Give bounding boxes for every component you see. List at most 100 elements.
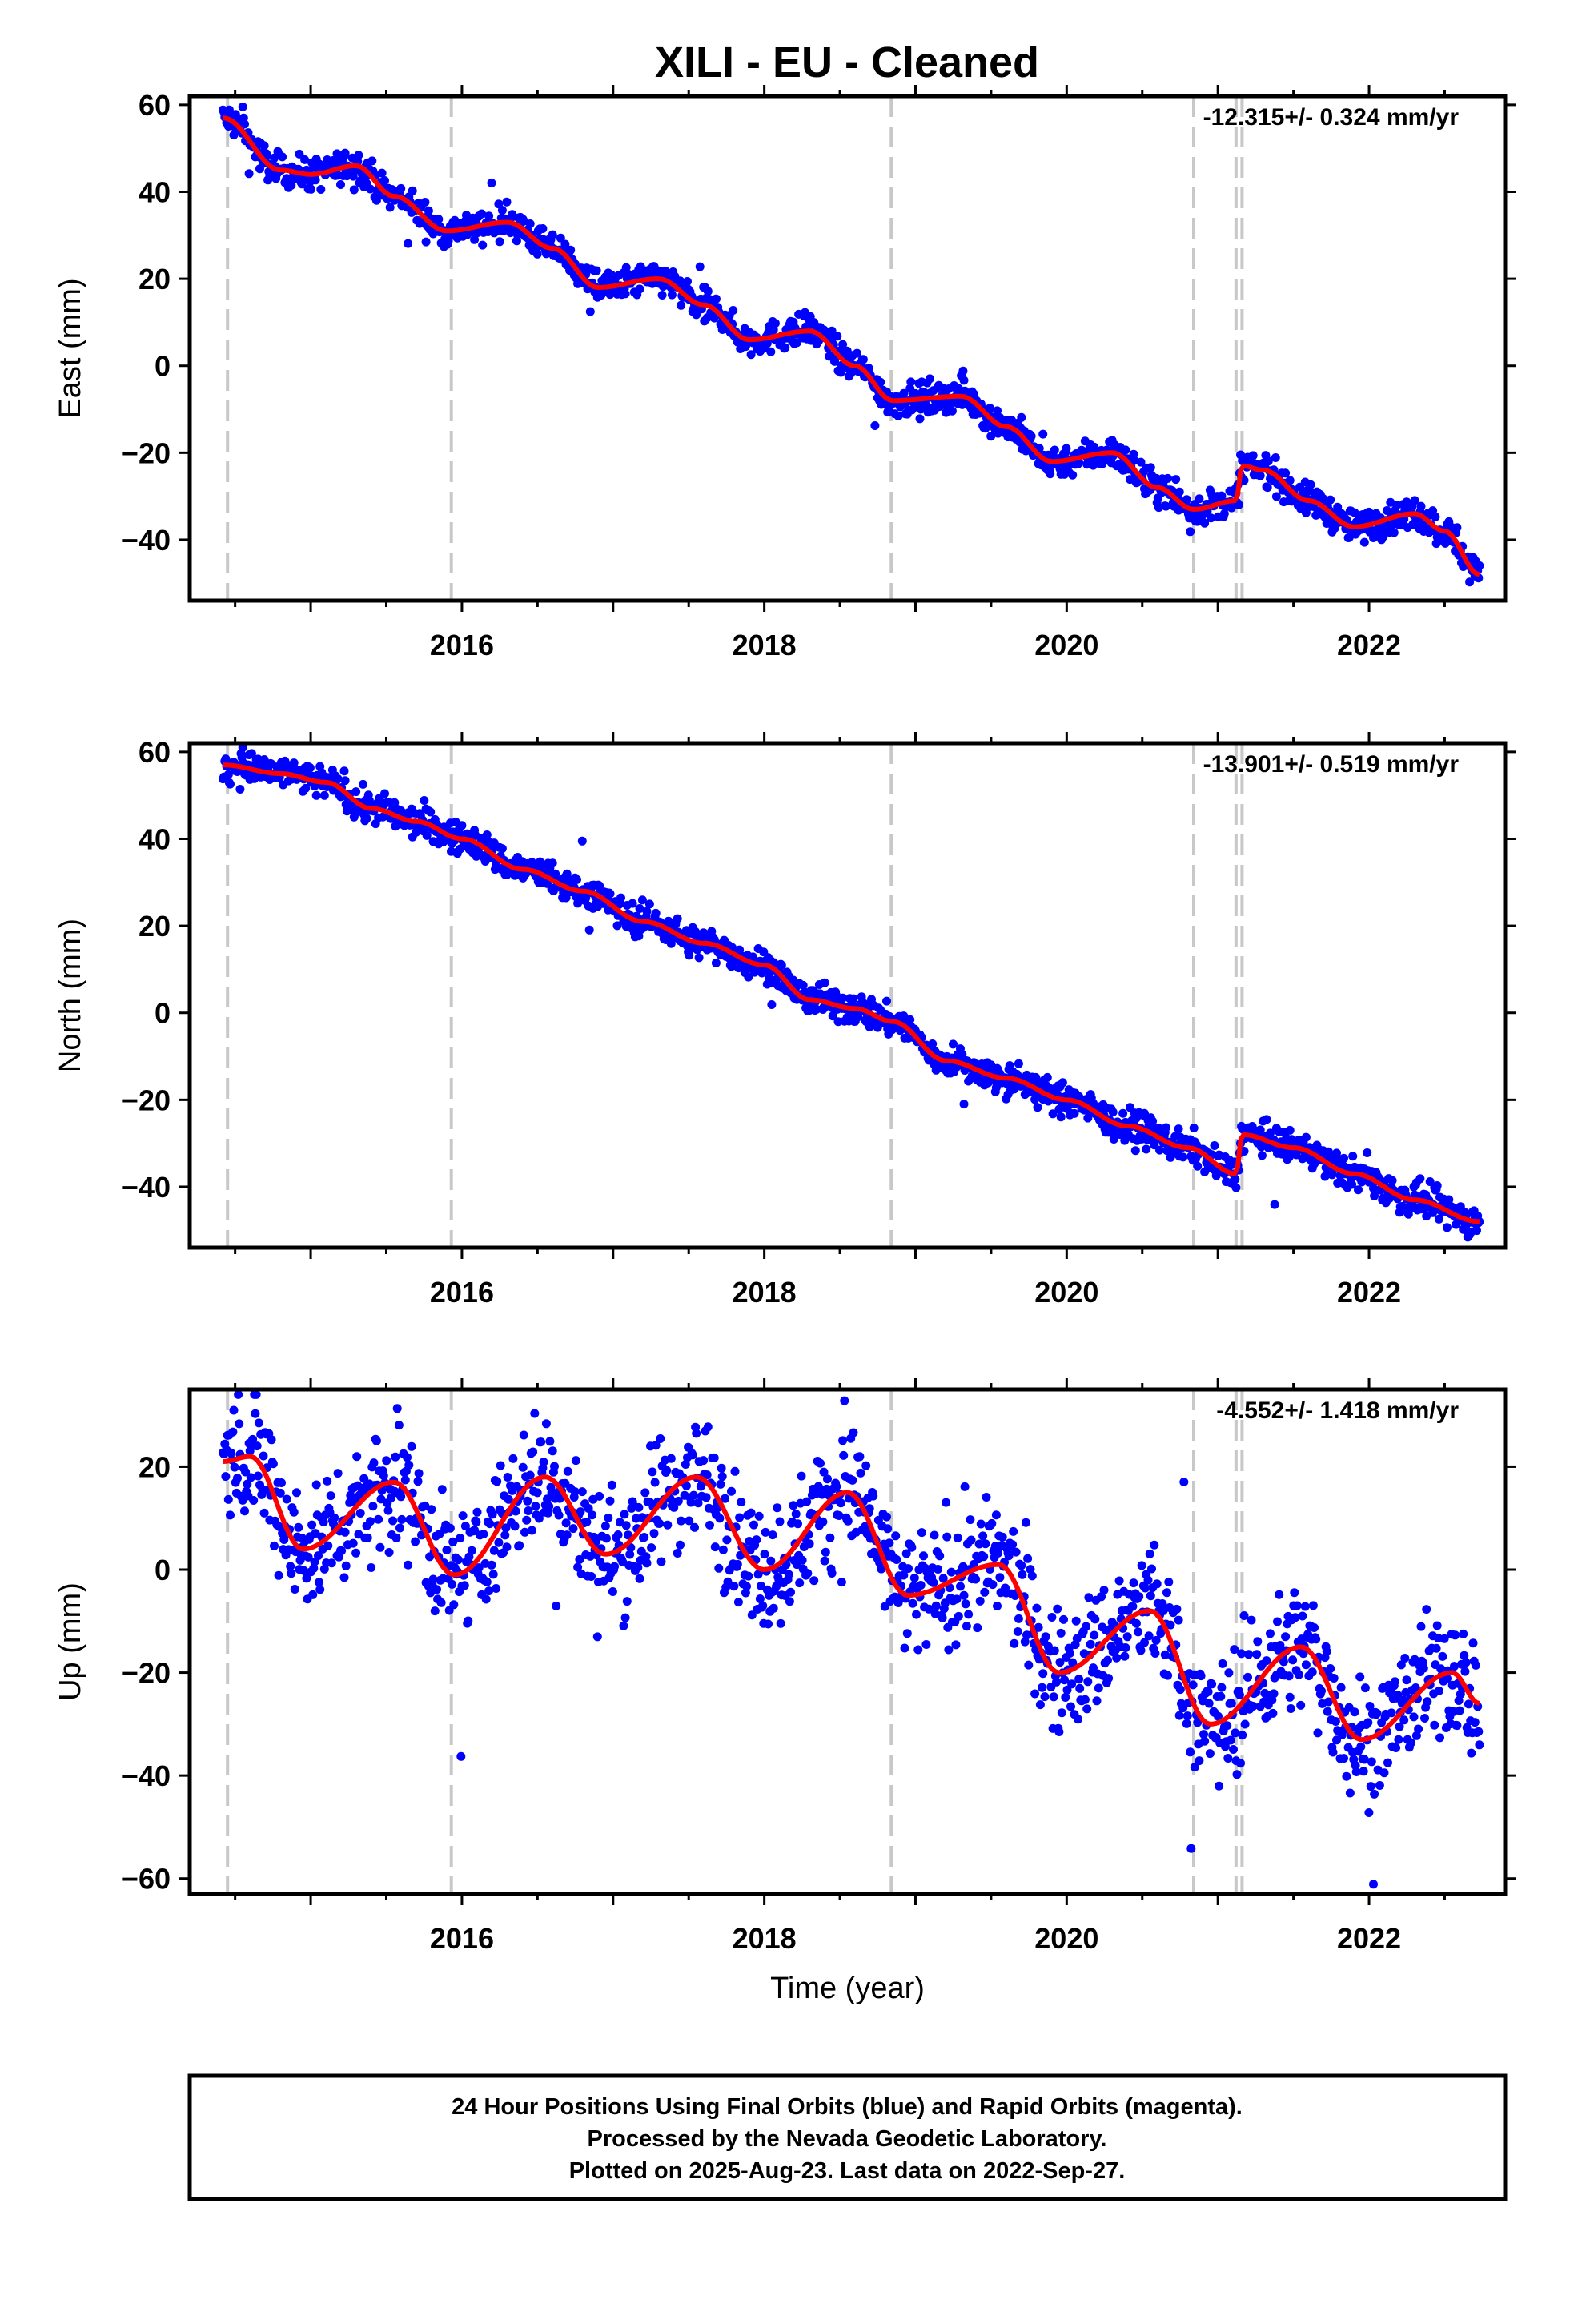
- data-point: [692, 1429, 701, 1438]
- data-point: [1145, 1549, 1154, 1558]
- data-point: [1236, 1759, 1245, 1768]
- data-point: [792, 338, 801, 348]
- data-point: [1285, 1692, 1295, 1702]
- data-point: [577, 836, 587, 846]
- data-point: [1143, 1575, 1153, 1585]
- data-point: [960, 1482, 970, 1491]
- data-point: [1027, 1571, 1037, 1581]
- data-point: [536, 1437, 546, 1447]
- rate-label: -13.901+/- 0.519 mm/yr: [1203, 751, 1460, 778]
- data-point: [368, 1502, 378, 1511]
- data-point: [1162, 1588, 1171, 1598]
- data-point: [544, 1502, 554, 1511]
- panel-up: −60 −40 −20 0 20 2016 2018 2020 2022 -4.552+/- …: [54, 1378, 1516, 2005]
- data-point: [1099, 1586, 1109, 1595]
- data-point: [396, 1492, 406, 1502]
- data-point: [1467, 1748, 1476, 1758]
- data-point: [649, 1529, 659, 1538]
- x-tick-label: 2022: [1337, 1922, 1401, 1955]
- data-point: [656, 1557, 666, 1566]
- data-point: [838, 340, 848, 349]
- data-point: [656, 1434, 665, 1443]
- data-point: [676, 276, 685, 286]
- data-point: [532, 249, 542, 259]
- data-point: [259, 1451, 268, 1461]
- data-point: [396, 183, 406, 193]
- data-point: [921, 1640, 931, 1649]
- data-point: [966, 1515, 975, 1525]
- data-point: [1409, 1712, 1419, 1722]
- data-point: [1410, 496, 1419, 505]
- data-point: [1080, 1695, 1090, 1704]
- data-point: [1326, 1664, 1335, 1673]
- data-point: [354, 151, 363, 160]
- data-point: [1178, 1152, 1188, 1162]
- data-point: [1328, 1747, 1338, 1757]
- data-point: [902, 1629, 912, 1638]
- data-point: [1103, 1655, 1112, 1665]
- data-point: [363, 1533, 372, 1542]
- data-point: [515, 1541, 524, 1550]
- data-point: [1326, 495, 1335, 505]
- data-point: [840, 1396, 849, 1405]
- data-point: [876, 377, 885, 387]
- data-point: [404, 1560, 413, 1570]
- data-point: [891, 1531, 901, 1541]
- data-point: [1207, 1679, 1217, 1689]
- data-point: [1223, 1754, 1233, 1763]
- data-point: [1130, 1146, 1140, 1156]
- data-point: [677, 1516, 686, 1526]
- data-point: [692, 310, 701, 320]
- data-point: [1195, 494, 1204, 504]
- data-point: [825, 1533, 835, 1542]
- data-point: [1120, 1651, 1130, 1661]
- data-point: [456, 1534, 465, 1543]
- data-point: [785, 1597, 794, 1606]
- data-point: [1294, 1670, 1303, 1679]
- data-point: [394, 1421, 404, 1430]
- data-point: [760, 1550, 769, 1559]
- y-axis-label: East (mm): [54, 278, 87, 418]
- data-point: [563, 1466, 572, 1476]
- data-point: [234, 1389, 243, 1399]
- data-point: [947, 406, 957, 416]
- data-point: [1452, 523, 1462, 533]
- data-point: [327, 1558, 336, 1568]
- data-point: [1075, 1683, 1085, 1693]
- data-point: [655, 1518, 665, 1528]
- y-tick-label: 20: [139, 263, 171, 296]
- data-point: [827, 1569, 837, 1578]
- data-point: [1296, 1700, 1306, 1710]
- x-tick-label: 2018: [733, 1276, 797, 1309]
- data-point: [1319, 494, 1328, 504]
- data-point: [530, 1409, 540, 1418]
- data-point: [1247, 1615, 1256, 1625]
- data-point: [1047, 1613, 1057, 1622]
- data-point: [640, 1488, 650, 1498]
- data-point: [711, 959, 721, 967]
- data-point: [942, 1498, 951, 1507]
- data-point: [1300, 1602, 1310, 1611]
- data-point: [1342, 1771, 1351, 1781]
- data-point: [784, 1570, 793, 1579]
- data-point: [1434, 1686, 1443, 1695]
- data-point: [560, 239, 570, 249]
- x-tick-label: 2022: [1337, 629, 1401, 661]
- data-point: [620, 1613, 630, 1622]
- data-point: [730, 1466, 740, 1476]
- data-point: [729, 306, 738, 315]
- data-point: [1062, 444, 1071, 453]
- data-point: [1041, 1632, 1050, 1642]
- data-point: [1024, 1660, 1034, 1670]
- data-point: [247, 749, 256, 758]
- data-point: [959, 376, 969, 385]
- data-point: [908, 1598, 917, 1608]
- x-tick-label: 2018: [733, 629, 797, 661]
- data-point: [1150, 1540, 1159, 1550]
- data-point: [351, 787, 361, 797]
- data-point: [729, 1582, 739, 1591]
- data-point: [380, 176, 389, 185]
- data-point: [1218, 1659, 1227, 1668]
- data-point: [781, 343, 790, 352]
- data-point: [552, 1601, 561, 1610]
